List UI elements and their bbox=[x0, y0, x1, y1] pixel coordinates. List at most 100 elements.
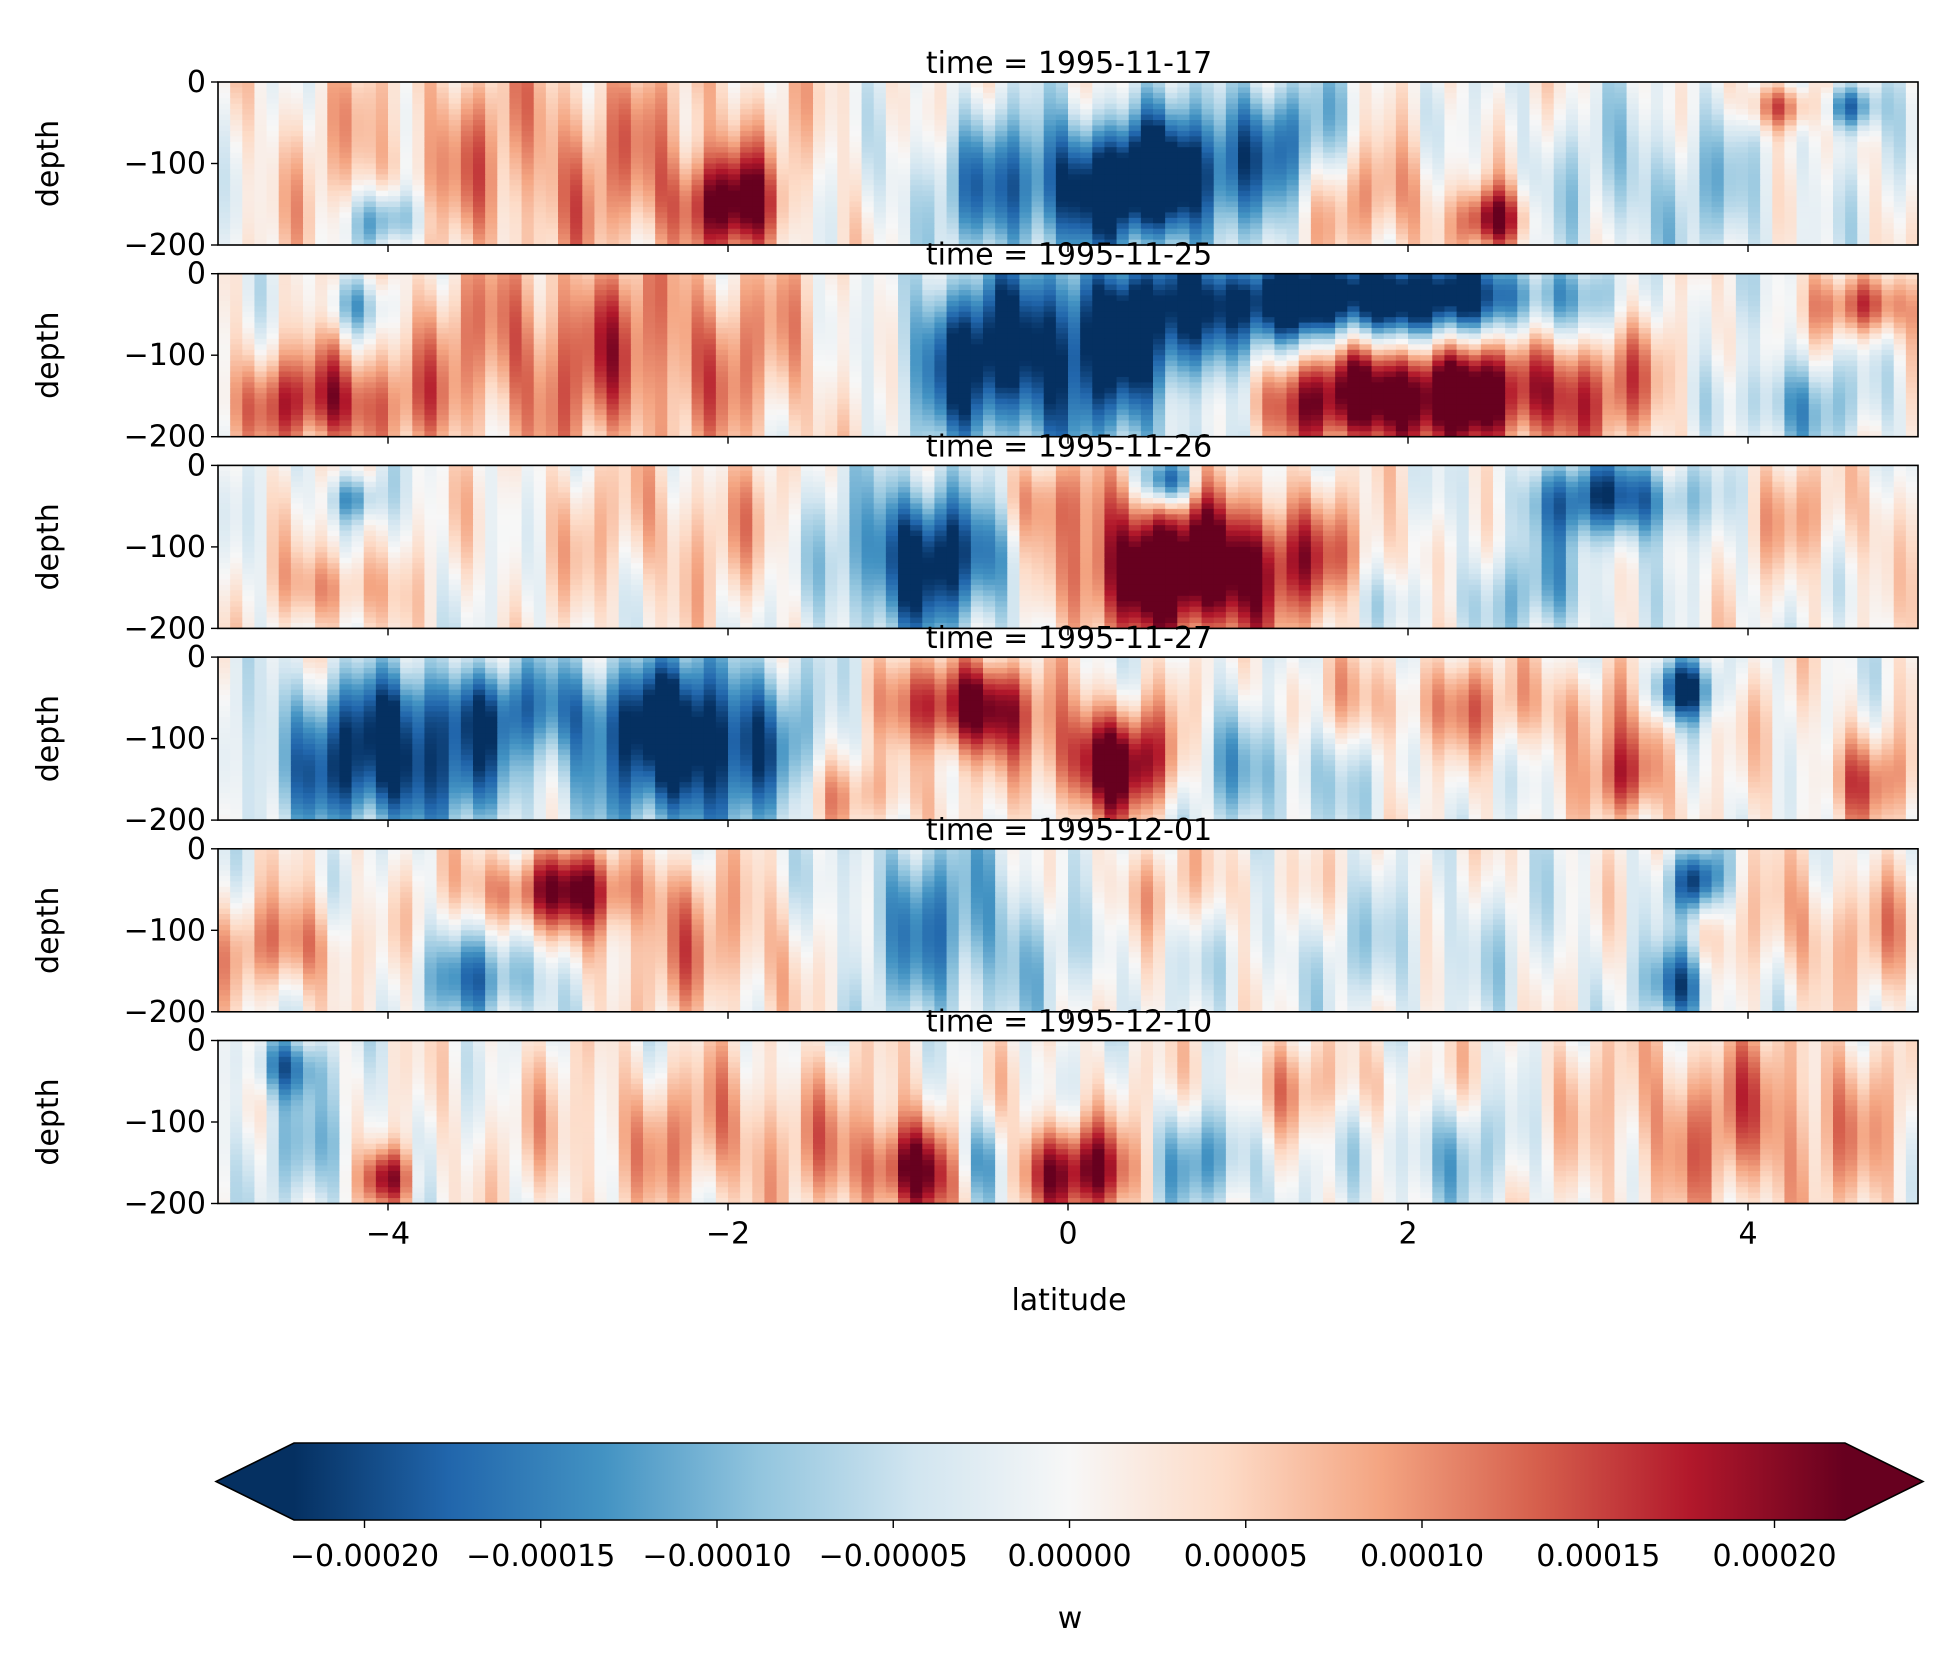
heatmap-cell bbox=[327, 103, 341, 110]
heatmap-cell bbox=[1335, 114, 1348, 121]
heatmap-cell bbox=[606, 223, 620, 230]
heatmap-cell bbox=[278, 284, 292, 291]
heatmap-cell bbox=[1784, 114, 1798, 121]
heatmap-cell bbox=[1905, 190, 1919, 197]
heatmap-cell bbox=[606, 290, 620, 297]
heatmap-cell bbox=[1286, 136, 1300, 143]
heatmap-cell bbox=[448, 163, 462, 170]
heatmap-cell bbox=[339, 290, 353, 297]
heatmap-cell bbox=[618, 98, 632, 105]
heatmap-cell bbox=[509, 212, 523, 219]
heatmap-cell bbox=[1092, 141, 1106, 148]
heatmap-cell bbox=[606, 92, 620, 99]
heatmap-cell bbox=[1663, 223, 1676, 230]
heatmap-cell bbox=[1723, 217, 1737, 224]
heatmap-cell bbox=[825, 228, 838, 235]
heatmap-cell bbox=[1153, 147, 1166, 154]
heatmap-cell bbox=[970, 87, 984, 94]
heatmap-cell bbox=[788, 179, 802, 186]
heatmap-cell bbox=[618, 92, 632, 99]
heatmap-cell bbox=[788, 130, 802, 137]
heatmap-cell bbox=[946, 228, 960, 235]
heatmap-cell bbox=[1371, 103, 1385, 110]
heatmap-cell bbox=[1140, 125, 1154, 132]
heatmap-cell bbox=[1189, 87, 1203, 94]
heatmap-cell bbox=[1772, 114, 1786, 121]
heatmap-cell bbox=[1468, 103, 1482, 110]
heatmap-cell bbox=[643, 206, 656, 213]
heatmap-cell bbox=[1068, 87, 1081, 94]
heatmap-cell bbox=[570, 190, 583, 197]
heatmap-cell bbox=[1116, 223, 1130, 230]
heatmap-cell bbox=[703, 295, 717, 302]
heatmap-cell bbox=[715, 284, 729, 291]
heatmap-cell bbox=[813, 87, 826, 94]
heatmap-cell bbox=[1140, 273, 1154, 280]
heatmap-cell bbox=[1663, 217, 1676, 224]
heatmap-cell bbox=[1238, 196, 1251, 203]
heatmap-cell bbox=[1031, 163, 1045, 170]
heatmap-cell bbox=[691, 103, 705, 110]
heatmap-cell bbox=[1869, 174, 1883, 181]
heatmap-cell bbox=[922, 82, 936, 89]
heatmap-cell bbox=[545, 125, 559, 132]
heatmap-cell bbox=[570, 295, 583, 302]
heatmap-cell bbox=[764, 109, 778, 116]
heatmap-cell bbox=[1286, 82, 1300, 89]
heatmap-cell bbox=[1031, 125, 1045, 132]
heatmap-cell bbox=[1675, 152, 1688, 159]
heatmap-cell bbox=[388, 196, 401, 203]
heatmap-cell bbox=[1250, 130, 1263, 137]
heatmap-cell bbox=[1833, 179, 1846, 186]
heatmap-cell bbox=[800, 279, 814, 286]
heatmap-cell bbox=[582, 284, 596, 291]
heatmap-cell bbox=[1395, 103, 1409, 110]
heatmap-cell bbox=[230, 206, 243, 213]
heatmap-cell bbox=[1225, 279, 1239, 286]
heatmap-cell bbox=[1614, 217, 1628, 224]
heatmap-cell bbox=[1371, 87, 1385, 94]
heatmap-cell bbox=[1225, 190, 1239, 197]
heatmap-cell bbox=[1650, 206, 1664, 213]
heatmap-cell bbox=[266, 290, 280, 297]
heatmap-cell bbox=[934, 98, 948, 105]
heatmap-cell bbox=[1650, 103, 1664, 110]
heatmap-cell bbox=[1905, 217, 1919, 224]
heatmap-cell bbox=[509, 234, 523, 241]
heatmap-cell bbox=[1055, 87, 1069, 94]
heatmap-cell bbox=[1480, 196, 1494, 203]
heatmap-cell bbox=[691, 136, 705, 143]
heatmap-cell bbox=[934, 141, 948, 148]
heatmap-cell bbox=[776, 109, 790, 116]
heatmap-cell bbox=[995, 290, 1008, 297]
heatmap-cell bbox=[1395, 284, 1409, 291]
heatmap-cell bbox=[1881, 125, 1895, 132]
heatmap-cell bbox=[473, 206, 486, 213]
heatmap-cell bbox=[1687, 234, 1701, 241]
heatmap-cell bbox=[1529, 295, 1543, 302]
heatmap-cell bbox=[1250, 212, 1263, 219]
heatmap-cell bbox=[545, 98, 559, 105]
heatmap-cell bbox=[655, 290, 668, 297]
heatmap-cell bbox=[740, 163, 753, 170]
heatmap-cell bbox=[242, 279, 256, 286]
heatmap-cell bbox=[764, 147, 778, 154]
heatmap-cell bbox=[1541, 201, 1555, 208]
heatmap-cell bbox=[1565, 125, 1579, 132]
heatmap-cell bbox=[1541, 290, 1555, 297]
heatmap-cell bbox=[315, 82, 328, 89]
heatmap-cell bbox=[1335, 206, 1348, 213]
heatmap-cell bbox=[412, 295, 426, 302]
heatmap-cell bbox=[303, 185, 316, 192]
heatmap-cell bbox=[1480, 201, 1494, 208]
heatmap-cell bbox=[1760, 212, 1773, 219]
heatmap-cell bbox=[436, 92, 450, 99]
heatmap-cell bbox=[922, 109, 936, 116]
heatmap-cell bbox=[242, 114, 256, 121]
heatmap-cell bbox=[1080, 239, 1093, 246]
heatmap-cell bbox=[1189, 234, 1203, 241]
heatmap-cell bbox=[1735, 223, 1749, 230]
heatmap-cell bbox=[497, 125, 511, 132]
heatmap-cell bbox=[788, 295, 802, 302]
heatmap-cell bbox=[1650, 130, 1664, 137]
